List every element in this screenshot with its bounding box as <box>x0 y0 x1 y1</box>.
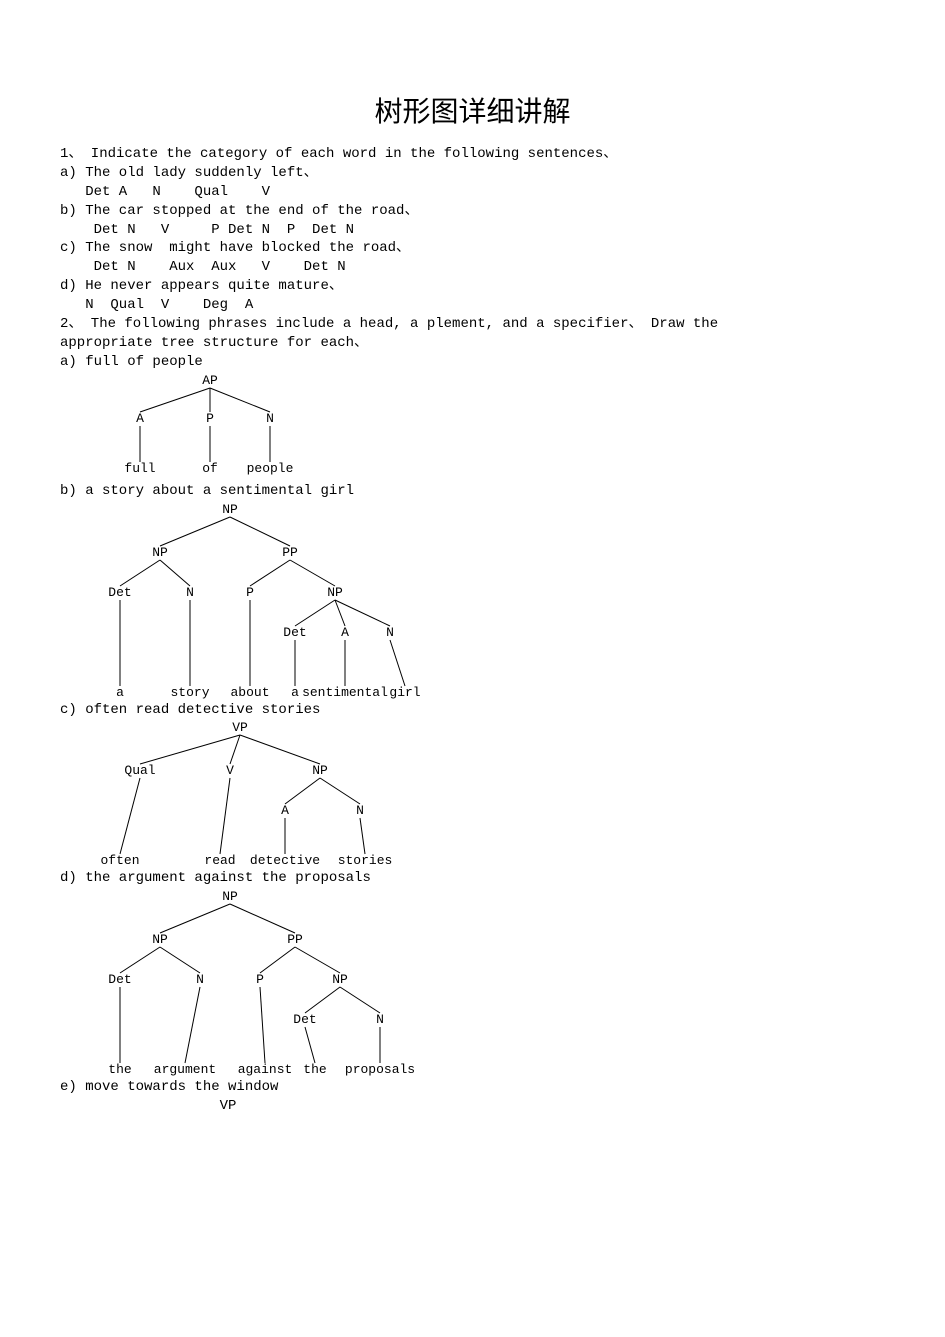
svg-text:P: P <box>246 585 254 600</box>
svg-text:NP: NP <box>332 972 348 987</box>
svg-text:N: N <box>266 411 274 426</box>
svg-text:NP: NP <box>312 763 328 778</box>
svg-text:often: often <box>100 853 139 868</box>
svg-text:detective: detective <box>250 853 320 868</box>
tree-diagram-b: NPNPPPDetNPNPDetANastoryaboutasentimenta… <box>60 501 420 701</box>
q2-e-label: e) move towards the window <box>60 1078 885 1097</box>
page-title: 树形图详细讲解 <box>60 90 885 130</box>
svg-text:Det: Det <box>108 972 131 987</box>
svg-text:Det: Det <box>108 585 131 600</box>
svg-text:full: full <box>124 461 155 476</box>
svg-text:A: A <box>341 625 349 640</box>
q1-d-tags: N Qual V Deg A <box>60 296 885 315</box>
svg-text:a: a <box>116 685 124 700</box>
svg-text:story: story <box>170 685 209 700</box>
svg-text:N: N <box>386 625 394 640</box>
svg-text:a: a <box>291 685 299 700</box>
svg-text:N: N <box>186 585 194 600</box>
svg-text:Qual: Qual <box>124 763 155 778</box>
svg-text:NP: NP <box>222 502 238 517</box>
tree-diagram-d: NPNPPPDetNPNPDetNtheargumentagainstthepr… <box>60 888 420 1078</box>
svg-text:A: A <box>281 803 289 818</box>
tree-diagram-c: VP Qual V NP A Noften read detective stories <box>60 719 400 869</box>
svg-text:N: N <box>196 972 204 987</box>
q2-c-label: c) often read detective stories <box>60 701 885 720</box>
tree-diagram-a: APAPNfullofpeople <box>60 372 320 482</box>
q2-e-root: VP <box>60 1097 885 1116</box>
q1-b-sentence: b) The car stopped at the end of the roa… <box>60 202 885 221</box>
svg-text:NP: NP <box>327 585 343 600</box>
q1-d-sentence: d) He never appears quite mature、 <box>60 277 885 296</box>
svg-text:of: of <box>202 461 218 476</box>
svg-text:PP: PP <box>287 932 303 947</box>
q1-b-tags: Det N V P Det N P Det N <box>60 221 885 240</box>
q1-c-tags: Det N Aux Aux V Det N <box>60 258 885 277</box>
svg-text:Det: Det <box>293 1012 316 1027</box>
svg-text:about: about <box>230 685 269 700</box>
svg-text:the: the <box>108 1062 131 1077</box>
svg-text:stories: stories <box>338 853 393 868</box>
svg-text:P: P <box>206 411 214 426</box>
q2-prompt2: appropriate tree structure for each、 <box>60 334 885 353</box>
q1-a-tags: Det A N Qual V <box>60 183 885 202</box>
q1-c-sentence: c) The snow might have blocked the road、 <box>60 239 885 258</box>
svg-text:P: P <box>256 972 264 987</box>
q2-d-label: d) the argument against the proposals <box>60 869 885 888</box>
svg-text:read: read <box>204 853 235 868</box>
q2-b-label: b) a story about a sentimental girl <box>60 482 885 501</box>
svg-text:AP: AP <box>202 373 218 388</box>
svg-text:N: N <box>356 803 364 818</box>
svg-text:people: people <box>247 461 294 476</box>
svg-text:PP: PP <box>282 545 298 560</box>
svg-text:V: V <box>226 763 234 778</box>
svg-text:NP: NP <box>152 932 168 947</box>
svg-text:A: A <box>136 411 144 426</box>
q2-prompt: 2、 The following phrases include a head,… <box>60 315 885 334</box>
svg-text:against: against <box>238 1062 293 1077</box>
q1-a-sentence: a) The old lady suddenly left、 <box>60 164 885 183</box>
svg-text:Det: Det <box>283 625 306 640</box>
svg-text:argument: argument <box>154 1062 216 1077</box>
svg-text:VP: VP <box>232 720 248 735</box>
svg-text:the: the <box>303 1062 326 1077</box>
svg-text:sentimental: sentimental <box>302 685 388 700</box>
svg-text:proposals: proposals <box>345 1062 415 1077</box>
q1-prompt: 1、 Indicate the category of each word in… <box>60 145 885 164</box>
svg-text:N: N <box>376 1012 384 1027</box>
q2-a-label: a) full of people <box>60 353 885 372</box>
svg-text:girl: girl <box>389 685 420 700</box>
svg-text:NP: NP <box>222 889 238 904</box>
svg-text:NP: NP <box>152 545 168 560</box>
